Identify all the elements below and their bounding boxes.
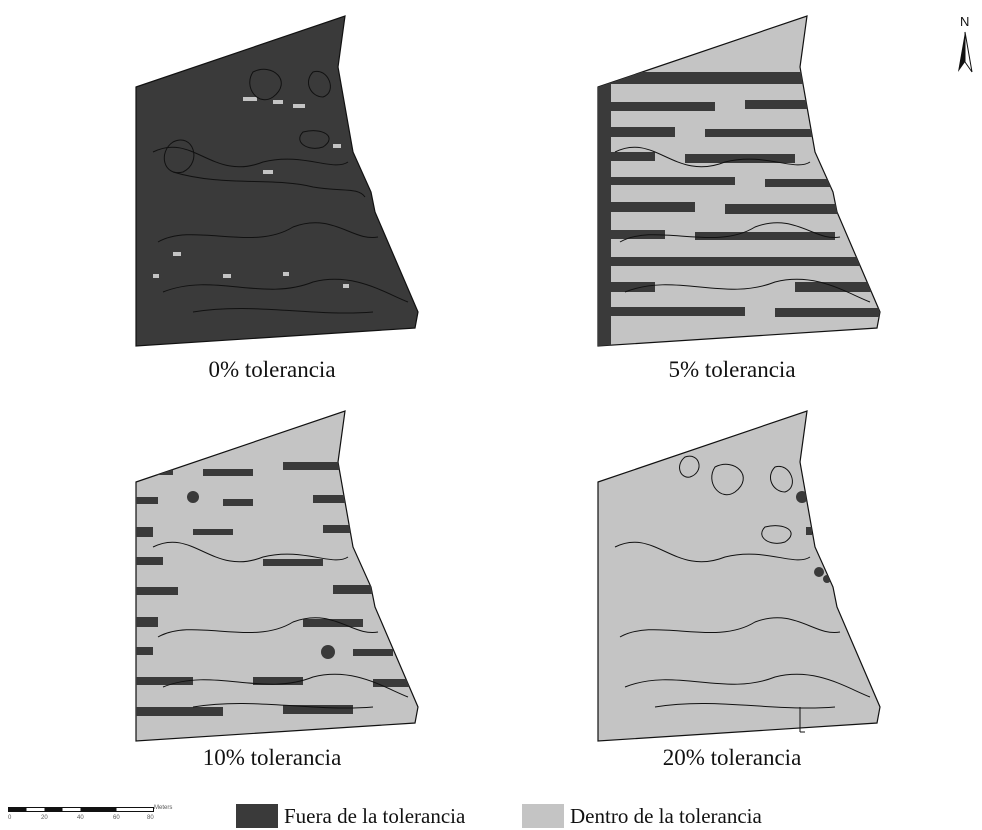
- field-map-0: [135, 15, 419, 347]
- legend-swatch-fuera: [236, 804, 278, 828]
- legend-item-dentro: Dentro de la tolerancia: [522, 803, 762, 829]
- field-outer: [135, 15, 419, 347]
- caption-20: 20% tolerancia: [662, 745, 802, 770]
- scale-tick-40: 40: [77, 815, 84, 821]
- field-outer: [135, 410, 419, 742]
- field-map-5: [597, 15, 881, 347]
- caption-5: 5% tolerancia: [668, 357, 796, 382]
- north-arrow: N: [956, 14, 982, 78]
- scale-tick-0: 0: [8, 815, 12, 821]
- scale-unit: Meters: [154, 805, 173, 811]
- legend-item-fuera: Fuera de la tolerancia: [236, 803, 465, 829]
- legend-label-dentro: Dentro de la tolerancia: [570, 803, 762, 828]
- scale-tick-60: 60: [113, 815, 120, 821]
- legend-swatch-dentro: [522, 804, 564, 828]
- field-map-20: [597, 410, 881, 742]
- field-outer: [597, 410, 881, 742]
- north-arrow-icon: [958, 31, 973, 73]
- north-label: N: [960, 14, 970, 29]
- scale-tick-80: 80: [147, 815, 154, 821]
- caption-0: 0% tolerancia: [208, 357, 336, 382]
- scale-tick-20: 20: [41, 815, 48, 821]
- scale-bar: 0 20 40 60 80 Meters: [8, 805, 178, 826]
- scale-bar-graphic: [8, 807, 154, 812]
- map-panel-10: [133, 407, 423, 743]
- field-map-10: [135, 410, 419, 742]
- map-panel-20: [595, 407, 885, 743]
- caption-10: 10% tolerancia: [202, 745, 342, 770]
- map-panel-0: [133, 12, 423, 348]
- map-panel-5: [595, 12, 885, 348]
- legend-label-fuera: Fuera de la tolerancia: [284, 803, 466, 828]
